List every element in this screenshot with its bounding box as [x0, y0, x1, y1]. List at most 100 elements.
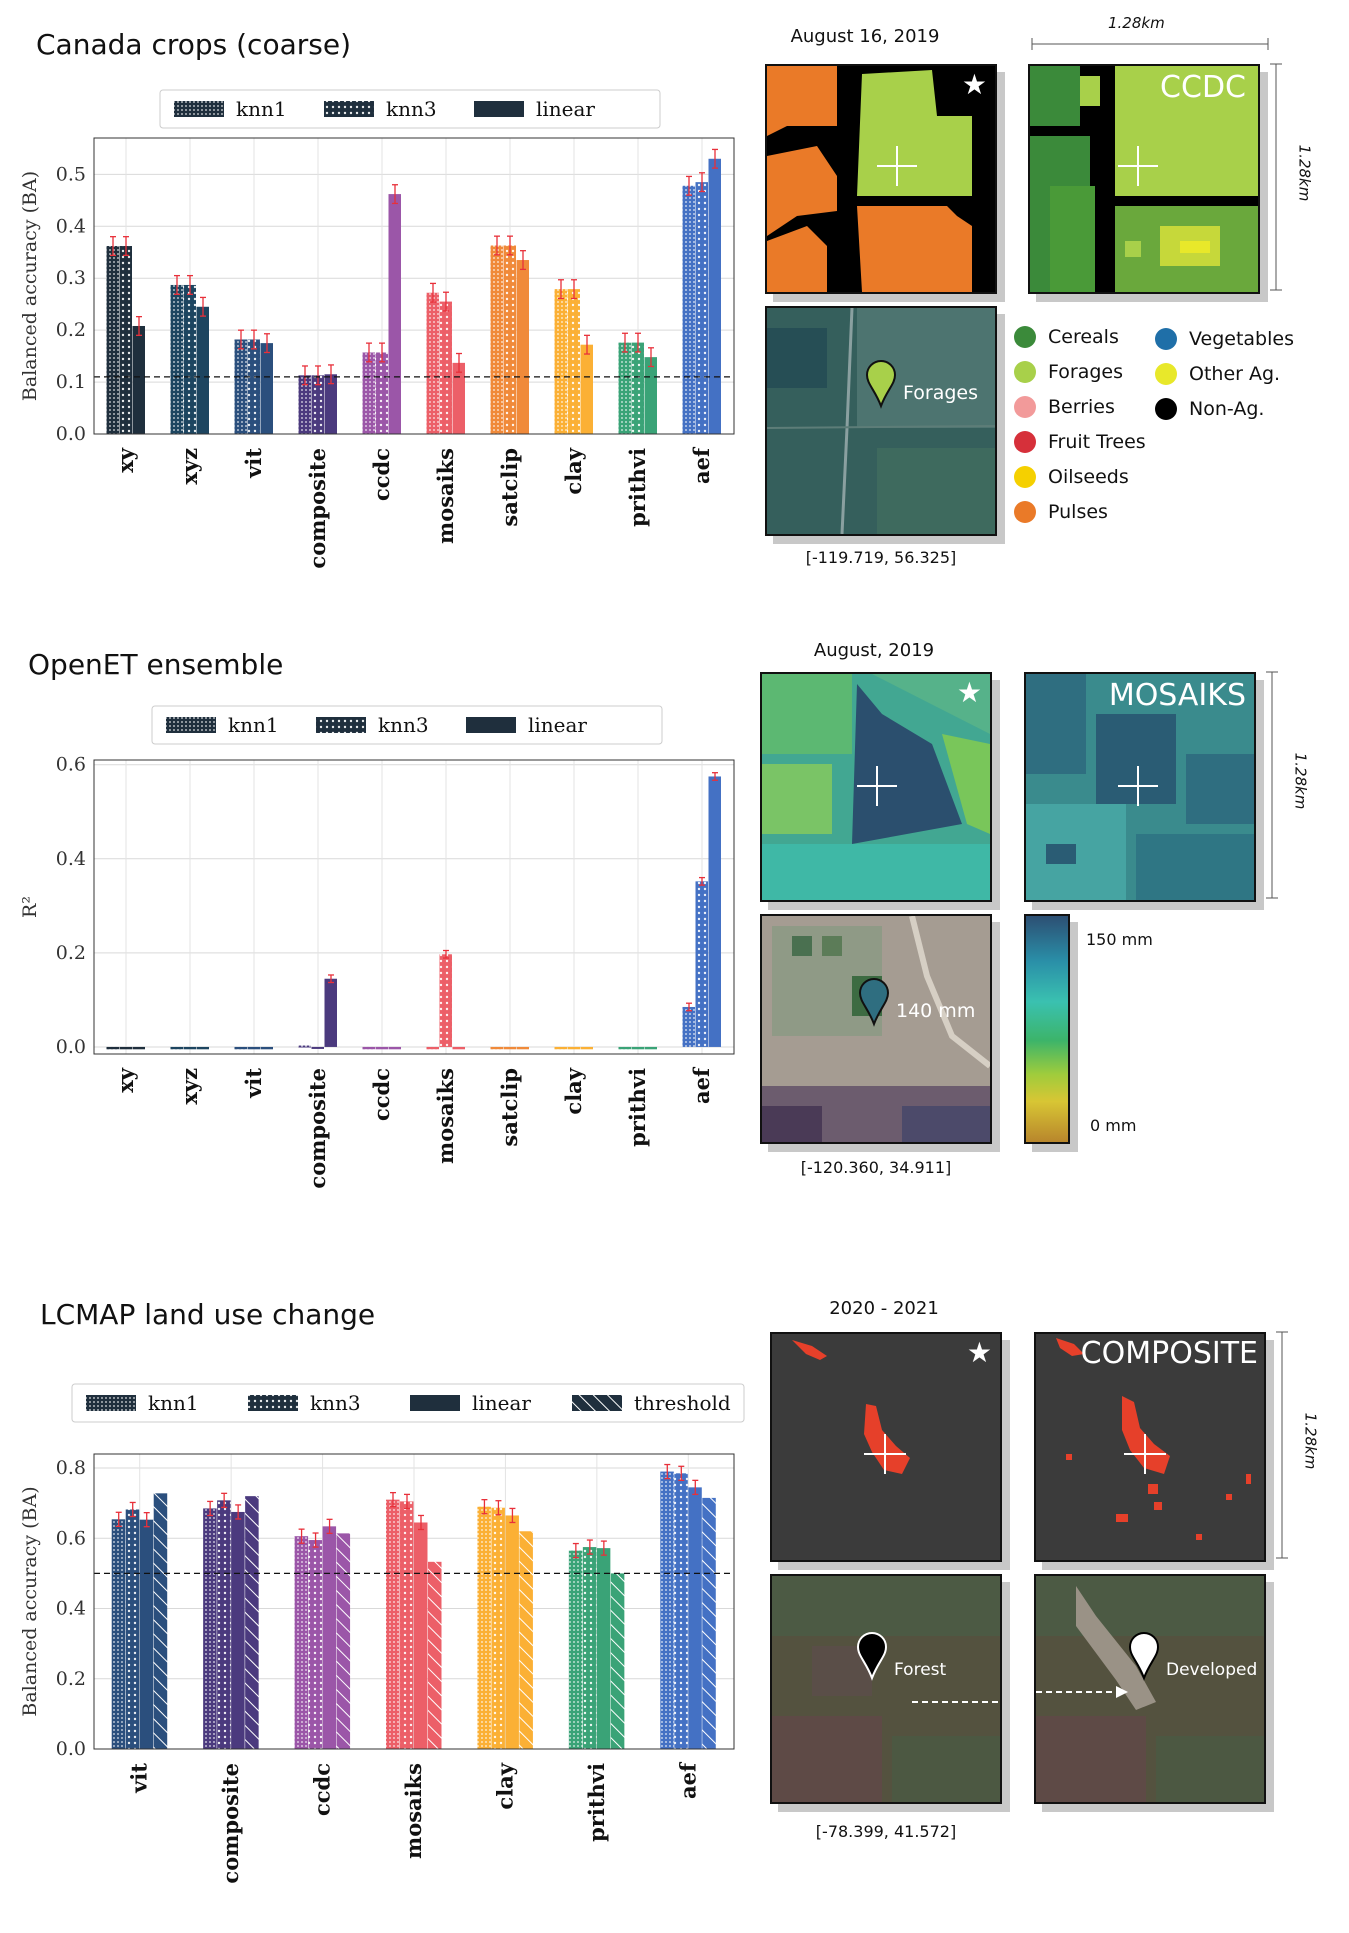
- pin-icon: [856, 1632, 888, 1681]
- bar-prithvi-threshold: [610, 1573, 625, 1749]
- bar-vit-linear: [139, 1519, 154, 1749]
- scale-side-label-1: 1.28km: [1295, 144, 1314, 202]
- legend-class-cereals: Cereals: [1014, 326, 1119, 348]
- bar-aef-knn3: [695, 182, 708, 434]
- scale-side-bar-1: [1270, 63, 1282, 291]
- bar-composite-linear: [324, 978, 337, 1047]
- bar-ccdc-knn1: [294, 1536, 309, 1749]
- legend-swatch-linear: [466, 717, 516, 733]
- bar-clay-knn1: [554, 289, 567, 434]
- legend-class-vegetables: Vegetables: [1155, 328, 1294, 350]
- plot-frame: [93, 137, 735, 435]
- x-tick-label: composite: [218, 1763, 243, 1884]
- scale-top-label: 1.28km: [1108, 14, 1165, 32]
- cbar-high-label: 150 mm: [1086, 930, 1153, 949]
- legend-class-label: Other Ag.: [1189, 363, 1281, 385]
- legend-swatch: [1014, 326, 1036, 348]
- bar-clay-linear: [580, 344, 593, 434]
- bar-xyz-knn3: [183, 1046, 196, 1050]
- bar-composite-knn3: [311, 375, 324, 434]
- bar-xy-knn1: [106, 246, 119, 434]
- bar-xyz-linear: [196, 1046, 209, 1050]
- bar-composite-knn1: [298, 1045, 311, 1048]
- star-icon: ★: [956, 676, 982, 709]
- x-tick-label: xyz: [177, 448, 202, 485]
- legend-label-knn1: knn1: [228, 713, 279, 737]
- x-tick-label: prithvi: [625, 1068, 650, 1147]
- bar-mosaiks-linear: [452, 1046, 465, 1050]
- cbar-low-label: 0 mm: [1090, 1116, 1137, 1135]
- bar-ccdc-knn3: [375, 1046, 388, 1050]
- bar-vit-knn3: [247, 1046, 260, 1050]
- bar-mosaiks-knn1: [426, 292, 439, 434]
- bar-ccdc-knn3: [308, 1540, 323, 1749]
- x-tick-label: xy: [113, 1067, 138, 1093]
- y-tick-label: 0.0: [56, 1738, 86, 1760]
- bar-xyz-knn3: [183, 284, 196, 434]
- y-tick-label: 0.4: [56, 215, 86, 237]
- bar-vit-knn3: [125, 1509, 140, 1749]
- pin-icon: [1128, 1632, 1160, 1681]
- x-tick-label: composite: [305, 448, 330, 569]
- legend-swatch-knn3: [248, 1395, 298, 1411]
- legend-swatch: [1014, 396, 1036, 418]
- change-arrow: [912, 1701, 998, 1703]
- pin-icon: [858, 978, 890, 1027]
- ccdc-map-label: CCDC: [1160, 70, 1246, 105]
- section3-title: LCMAP land use change: [40, 1298, 376, 1331]
- bar-composite-threshold: [245, 1496, 259, 1749]
- coords-1: [-119.719, 56.325]: [805, 548, 957, 567]
- legend-class-pulses: Pulses: [1014, 501, 1108, 523]
- bar-ccdc-linear: [388, 1046, 401, 1050]
- section2-title: OpenET ensemble: [28, 648, 284, 681]
- bar-mosaiks-knn1: [426, 1046, 439, 1050]
- bar-aef-threshold: [702, 1497, 716, 1749]
- x-tick-label: mosaiks: [433, 1068, 458, 1164]
- bar-xy-linear: [132, 1046, 145, 1050]
- bar-mosaiks-linear: [414, 1522, 428, 1749]
- pin-label-forages: Forages: [903, 382, 978, 404]
- x-tick-label: mosaiks: [433, 448, 458, 544]
- bar-prithvi-knn3: [631, 342, 644, 434]
- y-tick-label: 0.8: [56, 1457, 86, 1479]
- x-tick-label: ccdc: [310, 1763, 335, 1816]
- chart-canada-crops: 0.0 0.1 0.2 0.3 0.4 0.5 xy xyz vit composite ccdc m…: [19, 89, 735, 569]
- bar-clay-knn1: [477, 1506, 491, 1749]
- legend-swatch-knn3: [324, 101, 374, 117]
- legend-label-knn3: knn3: [378, 713, 429, 737]
- coords-2: [-120.360, 34.911]: [800, 1158, 952, 1177]
- mosaiks-map-label: MOSAIKS: [1108, 678, 1246, 713]
- bar-prithvi-knn1: [568, 1550, 583, 1749]
- pin-label-developed: Developed: [1166, 1660, 1258, 1680]
- bar-vit-knn1: [234, 339, 247, 434]
- legend-class-berries: Berries: [1014, 396, 1115, 418]
- chart-legend: [151, 705, 663, 745]
- bar-prithvi-knn1: [618, 1046, 631, 1050]
- x-tick-label: xy: [113, 447, 138, 473]
- y-tick-label: 0.4: [56, 1598, 86, 1620]
- legend-swatch: [1014, 431, 1036, 453]
- bar-ccdc-knn1: [362, 1046, 375, 1050]
- bar-xyz-linear: [196, 306, 209, 434]
- legend-class-label: Fruit Trees: [1048, 431, 1146, 453]
- bar-composite-knn3: [217, 1500, 231, 1749]
- plot-frame: [93, 759, 735, 1055]
- legend-swatch: [1155, 328, 1177, 350]
- legend-swatch: [1155, 398, 1177, 420]
- legend-label-knn3: knn3: [386, 97, 437, 121]
- legend-class-label: Oilseeds: [1048, 466, 1129, 488]
- bar-prithvi-knn3: [631, 1046, 644, 1050]
- bar-mosaiks-knn3: [400, 1501, 414, 1749]
- bar-xyz-knn1: [170, 284, 183, 434]
- satellite-image-2: 140 mm: [760, 914, 992, 1144]
- y-axis-label: R²: [19, 896, 41, 918]
- legend-swatch-linear: [474, 101, 524, 117]
- chart-legend: [159, 89, 661, 129]
- satellite-image-3-before: Forest: [770, 1574, 1002, 1804]
- legend-label-knn1: knn1: [148, 1391, 199, 1415]
- y-axis-label: Balanced accuracy (BA): [19, 171, 41, 401]
- scale-side-label-3: 1.28km: [1301, 1412, 1320, 1470]
- scale-side-bar-2: [1266, 671, 1278, 899]
- legend-class-non-ag: Non-Ag.: [1155, 398, 1264, 420]
- plot-frame: [93, 1453, 735, 1750]
